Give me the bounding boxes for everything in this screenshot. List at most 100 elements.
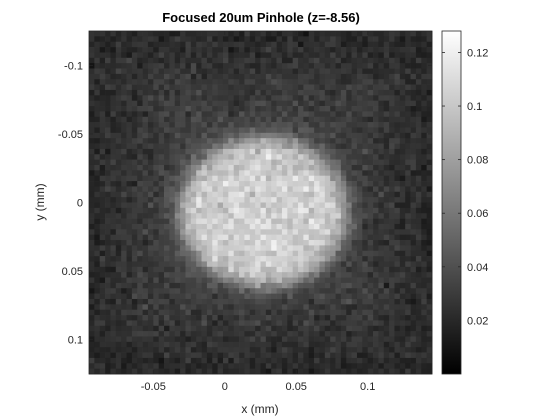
heatmap-cell: [147, 298, 154, 305]
heatmap-cell: [314, 186, 320, 193]
heatmap-cell: [217, 122, 224, 128]
heatmap-cell: [276, 229, 283, 236]
heatmap-cell: [308, 256, 315, 262]
heatmap-cell: [201, 84, 208, 91]
heatmap-cell: [308, 315, 315, 321]
heatmap-cell: [281, 79, 288, 85]
heatmap-cell: [94, 207, 101, 214]
heatmap-cell: [367, 266, 374, 273]
heatmap-cell: [265, 229, 272, 236]
heatmap-cell: [222, 347, 229, 353]
heatmap-cell: [303, 363, 310, 369]
heatmap-cell: [298, 41, 304, 48]
heatmap-cell: [356, 202, 363, 209]
heatmap-cell: [308, 272, 315, 278]
heatmap-cell: [421, 357, 427, 364]
heatmap-cell: [244, 320, 251, 327]
heatmap-cell: [421, 218, 427, 225]
heatmap-cell: [405, 240, 411, 246]
heatmap-cell: [196, 89, 202, 96]
heatmap-cell: [292, 298, 299, 305]
heatmap-cell: [415, 84, 422, 91]
heatmap-cell: [415, 336, 422, 343]
heatmap-cell: [244, 41, 251, 48]
heatmap-cell: [222, 36, 229, 43]
heatmap-cell: [110, 325, 117, 332]
heatmap-cell: [255, 132, 261, 139]
heatmap-cell: [303, 293, 310, 300]
heatmap-cell: [335, 148, 342, 155]
heatmap-cell: [378, 52, 385, 59]
heatmap-cell: [319, 84, 326, 91]
heatmap-cell: [196, 223, 202, 230]
heatmap-cell: [389, 363, 395, 369]
heatmap-cell: [410, 277, 417, 284]
heatmap-cell: [164, 282, 170, 289]
heatmap-cell: [281, 95, 288, 102]
heatmap-cell: [265, 272, 272, 278]
heatmap-cell: [180, 207, 186, 214]
heatmap-cell: [196, 250, 202, 257]
heatmap-cell: [319, 309, 326, 316]
heatmap-cell: [137, 234, 143, 241]
heatmap-cell: [244, 309, 251, 316]
heatmap-cell: [131, 266, 138, 273]
heatmap-cell: [389, 138, 395, 144]
heatmap-cell: [222, 122, 229, 128]
heatmap-cell: [142, 63, 149, 69]
heatmap-cell: [244, 288, 251, 294]
heatmap-cell: [190, 325, 197, 332]
heatmap-cell: [137, 352, 143, 359]
heatmap-cell: [287, 293, 294, 300]
heatmap-cell: [105, 170, 111, 177]
heatmap-cell: [351, 304, 358, 311]
heatmap-cell: [335, 191, 342, 198]
heatmap-cell: [308, 352, 315, 359]
heatmap-cell: [255, 175, 261, 182]
heatmap-cell: [174, 170, 181, 177]
heatmap-cell: [260, 282, 267, 289]
heatmap-cell: [281, 213, 288, 219]
heatmap-cell: [105, 79, 111, 85]
heatmap-cell: [378, 36, 385, 43]
heatmap-cell: [324, 111, 331, 118]
heatmap-cell: [303, 138, 310, 144]
heatmap-cell: [239, 57, 245, 64]
heatmap-cell: [410, 331, 417, 337]
heatmap-cell: [367, 207, 374, 214]
heatmap-cell: [110, 368, 117, 375]
heatmap-cell: [367, 181, 374, 187]
heatmap-cell: [271, 245, 277, 252]
heatmap-cell: [233, 57, 240, 64]
heatmap-cell: [255, 89, 261, 96]
heatmap-cell: [330, 63, 336, 69]
heatmap-cell: [324, 304, 331, 311]
heatmap-cell: [303, 309, 310, 316]
heatmap-cell: [115, 143, 122, 150]
heatmap-cell: [228, 234, 235, 241]
heatmap-cell: [356, 261, 363, 268]
heatmap-cell: [131, 159, 138, 166]
heatmap-cell: [319, 357, 326, 364]
heatmap-cell: [298, 116, 304, 123]
heatmap-cell: [239, 304, 245, 311]
heatmap-cell: [287, 73, 294, 80]
heatmap-cell: [410, 240, 417, 246]
heatmap-cell: [271, 106, 277, 112]
heatmap-cell: [121, 127, 127, 134]
heatmap-cell: [298, 234, 304, 241]
heatmap-cell: [249, 132, 256, 139]
heatmap-cell: [271, 207, 277, 214]
heatmap-cell: [217, 159, 224, 166]
heatmap-cell: [174, 347, 181, 353]
heatmap-cell: [217, 245, 224, 252]
heatmap-cell: [394, 331, 401, 337]
heatmap-cell: [373, 223, 379, 230]
heatmap-cell: [303, 213, 310, 219]
heatmap-cell: [233, 63, 240, 69]
heatmap-cell: [89, 202, 95, 209]
heatmap-cell: [158, 293, 165, 300]
heatmap-cell: [212, 36, 218, 43]
heatmap-cell: [169, 309, 176, 316]
heatmap-cell: [330, 31, 336, 37]
